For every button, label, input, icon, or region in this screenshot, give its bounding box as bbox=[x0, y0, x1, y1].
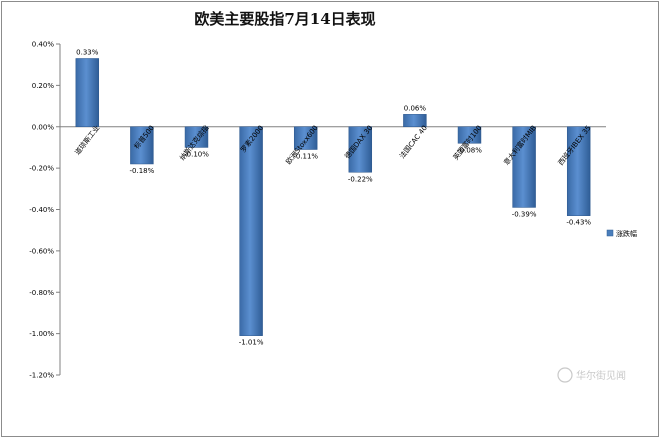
y-tick-label: 0.00% bbox=[32, 123, 55, 131]
category-label: 法国CAC 40 bbox=[397, 123, 428, 160]
legend-label: 涨跌幅 bbox=[616, 229, 637, 238]
data-label: -0.43% bbox=[566, 219, 591, 227]
data-label: 0.06% bbox=[404, 104, 427, 112]
watermark-text: 华尔街见闻 bbox=[576, 369, 626, 382]
watermark-logo-icon bbox=[557, 367, 573, 383]
bar bbox=[130, 126, 154, 165]
bar bbox=[403, 114, 427, 128]
legend-swatch bbox=[606, 229, 614, 237]
y-tick-label: -0.60% bbox=[29, 247, 54, 255]
bar bbox=[239, 126, 263, 336]
chart-title: 欧美主要股指7月14日表现 bbox=[194, 10, 375, 28]
bar bbox=[75, 58, 100, 128]
data-label: 0.33% bbox=[76, 48, 99, 56]
data-label: -1.01% bbox=[239, 339, 264, 347]
data-label: -0.22% bbox=[348, 175, 373, 183]
y-tick-label: -0.80% bbox=[29, 289, 54, 297]
data-label: -0.11% bbox=[293, 153, 318, 161]
bar bbox=[348, 126, 373, 173]
y-tick-label: -1.00% bbox=[29, 330, 54, 338]
data-label: -0.10% bbox=[184, 150, 209, 158]
bar bbox=[512, 126, 536, 208]
data-label: -0.08% bbox=[457, 146, 482, 154]
bar bbox=[184, 126, 209, 148]
data-label: -0.18% bbox=[130, 167, 155, 175]
y-tick-label: -0.20% bbox=[29, 165, 54, 173]
y-tick-label: -1.20% bbox=[29, 372, 54, 380]
y-tick-label: -0.40% bbox=[29, 206, 54, 214]
bar bbox=[457, 126, 482, 144]
bar bbox=[566, 126, 591, 216]
legend: 涨跌幅 bbox=[606, 229, 637, 238]
y-tick-label: 0.40% bbox=[32, 41, 55, 49]
watermark: 华尔街见闻 bbox=[557, 367, 626, 383]
category-label: 道琼斯工业 bbox=[73, 123, 102, 156]
bars-layer bbox=[75, 58, 591, 336]
y-tick-label: 0.20% bbox=[32, 82, 55, 90]
data-label: -0.39% bbox=[512, 210, 537, 218]
bar bbox=[293, 126, 318, 150]
